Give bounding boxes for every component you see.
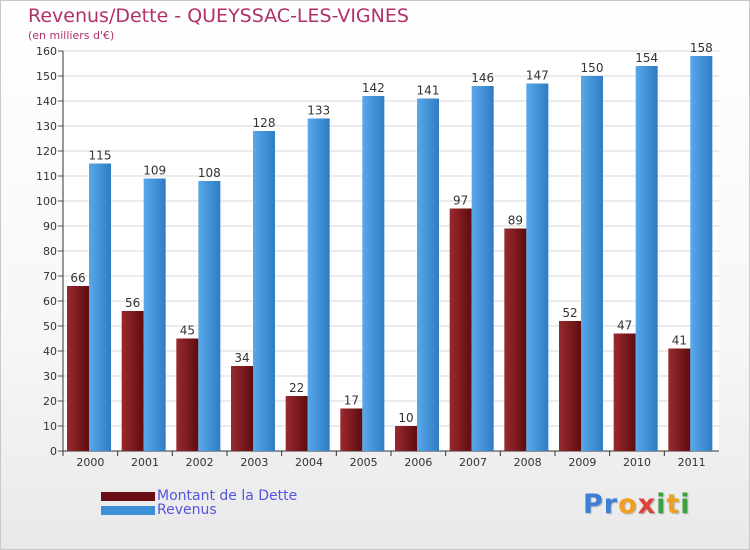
chart-subtitle: (en milliers d'€) <box>28 29 115 42</box>
y-tick-label: 140 <box>36 95 57 108</box>
logo-letter: t <box>666 489 681 520</box>
data-label-dette: 10 <box>398 411 413 425</box>
data-label-revenus: 133 <box>307 104 330 118</box>
data-label-revenus: 115 <box>89 149 112 163</box>
bar-revenus <box>581 76 603 451</box>
logo-letter: i <box>680 489 691 520</box>
y-tick-label: 80 <box>43 245 57 258</box>
bar-dette <box>340 408 363 451</box>
bar-dette <box>668 348 691 451</box>
bar-dette <box>67 286 89 451</box>
bar-dette <box>559 321 581 451</box>
data-label-revenus: 147 <box>526 69 549 83</box>
x-tick-label: 2001 <box>131 456 159 469</box>
legend-item-dette: Montant de la Dette <box>101 488 297 504</box>
bar-dette <box>613 333 636 451</box>
data-label-dette: 45 <box>180 324 195 338</box>
data-label-revenus: 154 <box>635 51 658 65</box>
y-tick-label: 150 <box>36 70 57 83</box>
x-tick-label: 2006 <box>404 456 432 469</box>
data-label-revenus: 141 <box>417 84 440 98</box>
y-tick-label: 50 <box>43 320 57 333</box>
bar-revenus <box>635 66 658 451</box>
x-tick-label: 2010 <box>623 456 651 469</box>
bar-revenus <box>89 163 111 451</box>
y-tick-label: 30 <box>43 370 57 383</box>
bar-dette <box>121 311 144 451</box>
data-label-dette: 34 <box>234 351 249 365</box>
legend-swatch-dette <box>101 491 155 501</box>
y-tick-label: 120 <box>36 145 57 158</box>
data-label-dette: 89 <box>508 214 523 228</box>
y-tick-label: 0 <box>50 445 57 458</box>
chart-title: Revenus/Dette - QUEYSSAC-LES-VIGNES <box>28 5 409 27</box>
y-tick-label: 130 <box>36 120 57 133</box>
bar-dette <box>395 426 417 451</box>
x-tick-label: 2004 <box>295 456 323 469</box>
bar-revenus <box>362 96 385 451</box>
bar-dette <box>231 366 253 451</box>
x-tick-label: 2005 <box>350 456 378 469</box>
x-tick-label: 2003 <box>240 456 268 469</box>
data-label-dette: 52 <box>562 306 577 320</box>
bar-revenus <box>690 56 713 451</box>
data-label-revenus: 150 <box>581 61 604 75</box>
bar-dette <box>176 338 199 451</box>
bar-revenus <box>253 131 275 451</box>
data-label-dette: 66 <box>70 271 85 285</box>
logo-letter: o <box>618 489 638 520</box>
data-label-revenus: 146 <box>471 71 494 85</box>
data-label-revenus: 109 <box>143 164 166 178</box>
bar-revenus <box>471 86 494 451</box>
bar-revenus <box>198 181 221 451</box>
bar-revenus <box>307 118 330 451</box>
logo-letter: x <box>637 489 657 520</box>
y-tick-label: 100 <box>36 195 57 208</box>
y-tick-label: 10 <box>43 420 57 433</box>
data-label-revenus: 128 <box>253 116 276 130</box>
data-label-dette: 47 <box>617 319 632 333</box>
x-tick-label: 2009 <box>568 456 596 469</box>
bar-dette <box>504 228 527 451</box>
y-tick-label: 90 <box>43 220 57 233</box>
y-tick-label: 70 <box>43 270 57 283</box>
x-tick-label: 2002 <box>186 456 214 469</box>
data-label-revenus: 142 <box>362 81 385 95</box>
x-tick-label: 2008 <box>514 456 542 469</box>
logo-letter: r <box>603 489 619 520</box>
bar-dette <box>449 208 472 451</box>
legend-label-dette: Montant de la Dette <box>157 488 298 504</box>
y-tick-label: 20 <box>43 395 57 408</box>
bar-revenus <box>417 98 439 451</box>
legend-label-revenus: Revenus <box>157 502 217 518</box>
x-tick-label: 2007 <box>459 456 487 469</box>
y-tick-label: 110 <box>36 170 57 183</box>
bar-dette <box>285 396 308 451</box>
bar-revenus <box>526 83 549 451</box>
x-tick-label: 2000 <box>76 456 104 469</box>
data-label-revenus: 108 <box>198 166 221 180</box>
y-tick-label: 40 <box>43 345 57 358</box>
proxiti-logo: Proxiti <box>583 489 691 520</box>
bar-revenus <box>143 178 166 451</box>
logo-letter: i <box>656 489 667 520</box>
data-label-dette: 56 <box>125 296 140 310</box>
data-label-dette: 17 <box>344 394 359 408</box>
logo-letter: P <box>583 489 604 520</box>
data-label-revenus: 158 <box>690 41 713 55</box>
legend-item-revenus: Revenus <box>101 502 217 518</box>
data-label-dette: 41 <box>672 334 687 348</box>
data-label-dette: 22 <box>289 381 304 395</box>
data-label-dette: 97 <box>453 194 468 208</box>
y-tick-label: 160 <box>36 45 57 58</box>
y-tick-label: 60 <box>43 295 57 308</box>
legend-swatch-revenus <box>101 505 155 515</box>
x-tick-label: 2011 <box>678 456 706 469</box>
